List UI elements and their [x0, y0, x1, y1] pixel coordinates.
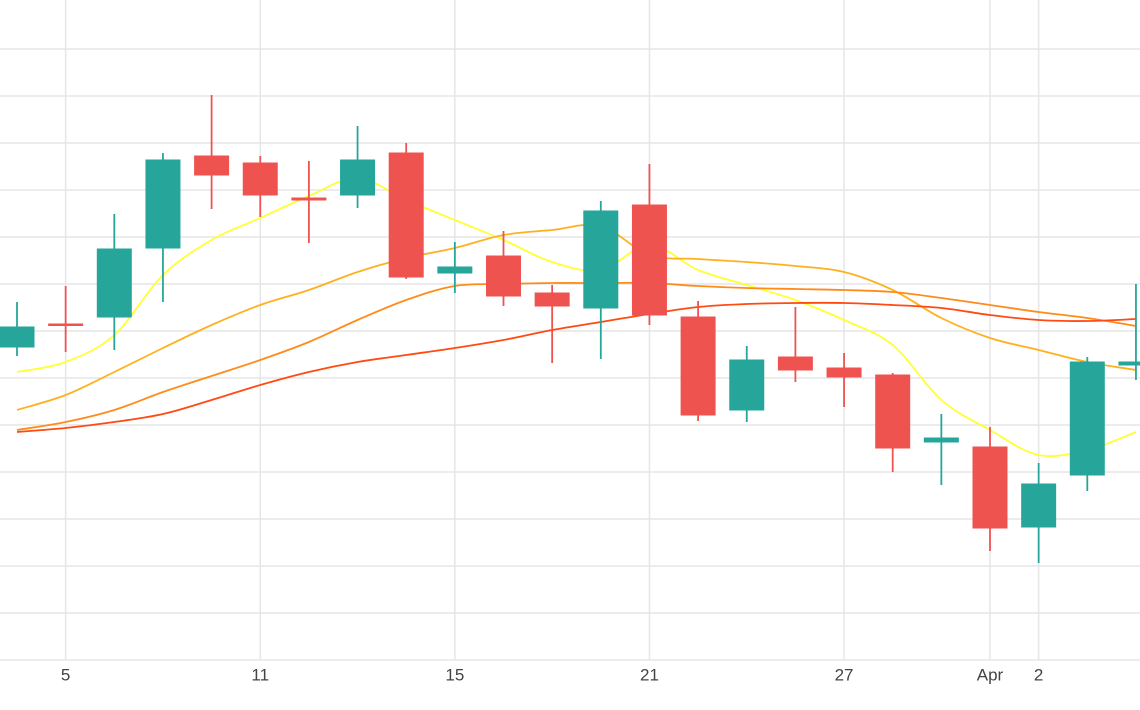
- candle-body: [826, 367, 862, 378]
- x-tick-label: 27: [835, 665, 854, 684]
- candle-body: [486, 255, 521, 297]
- candle-body: [194, 155, 230, 176]
- candle-body: [729, 359, 765, 411]
- x-axis: 5 11 15 21 27 Apr 2: [61, 665, 1043, 684]
- candle-body: [291, 197, 327, 201]
- candle-body: [242, 162, 278, 196]
- candle-body: [534, 292, 570, 307]
- moving-average-line: [16, 223, 1137, 411]
- moving-average-line: [16, 301, 1136, 433]
- x-tick-label: 5: [61, 665, 70, 684]
- candle-body: [388, 152, 424, 278]
- candle-body: [145, 159, 181, 249]
- x-tick-label: 11: [251, 665, 269, 684]
- candle-body: [48, 323, 84, 326]
- candle-body: [437, 266, 473, 274]
- x-tick-label: Apr: [977, 665, 1004, 684]
- candle-body: [923, 437, 959, 443]
- candle-body: [583, 210, 619, 309]
- candle-body: [777, 356, 813, 371]
- grid: [0, 0, 1140, 661]
- candle-body: [1069, 361, 1105, 476]
- candle-body: [1021, 483, 1057, 528]
- x-tick-label: 21: [640, 665, 659, 684]
- candles: [0, 95, 1140, 563]
- candle-body: [1118, 361, 1140, 366]
- candle-body: [340, 159, 376, 196]
- moving-average-line: [16, 177, 1137, 458]
- candle-body: [680, 316, 716, 416]
- candle-body: [96, 248, 132, 318]
- candle-body: [875, 374, 911, 449]
- candle-body: [972, 446, 1008, 529]
- candle-body: [631, 204, 667, 316]
- x-tick-label: 15: [445, 665, 464, 684]
- candle-body: [0, 326, 35, 348]
- moving-averages: [16, 177, 1137, 458]
- moving-average-line: [16, 281, 1137, 431]
- x-tick-label: 2: [1034, 665, 1043, 684]
